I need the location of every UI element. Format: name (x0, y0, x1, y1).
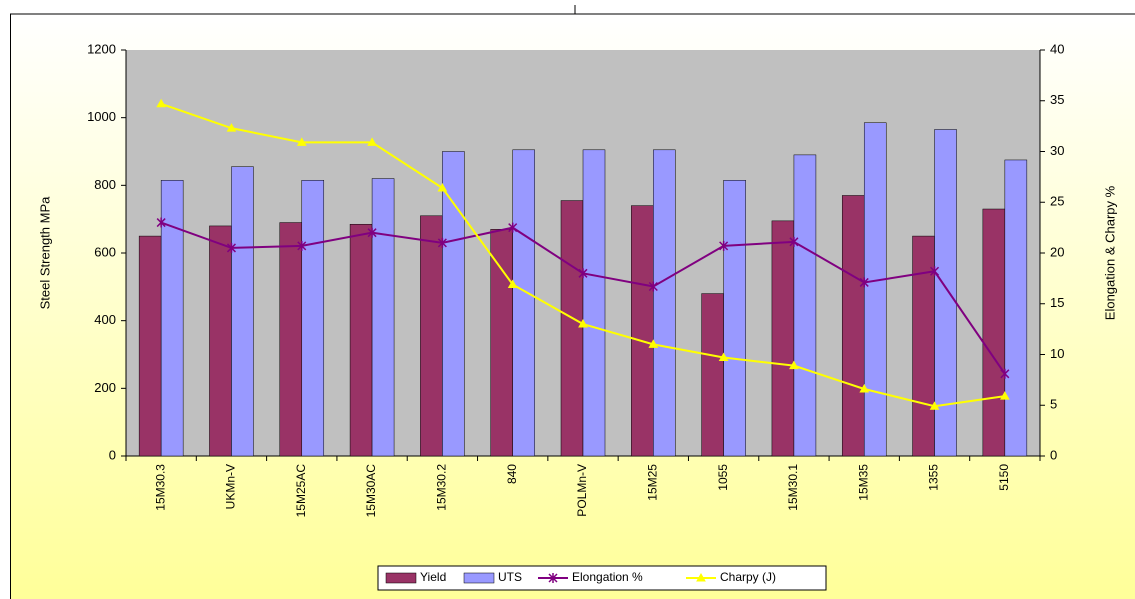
y-tick-label: 800 (94, 177, 116, 192)
x-tick-label: 15M30.2 (435, 464, 449, 511)
point (859, 277, 869, 288)
point (226, 123, 237, 132)
y-tick-label: 200 (94, 380, 116, 395)
point (367, 227, 377, 238)
x-tick-label: 15M35 (856, 464, 870, 501)
point (156, 217, 166, 228)
legend-swatch (385, 572, 417, 584)
legend-label: UTS (498, 570, 522, 584)
x-tick-label: 15M30.1 (786, 464, 800, 511)
point (508, 222, 518, 233)
x-tick-label: UKMn-V (224, 464, 238, 509)
x-tick-label: 15M30.3 (153, 464, 167, 511)
bar (982, 208, 1006, 457)
bar (701, 293, 724, 457)
point (930, 266, 940, 277)
y2-tick-label: 30 (1050, 143, 1064, 158)
bar (723, 180, 746, 457)
bar (301, 180, 325, 457)
x-tick-label: 15M25AC (294, 464, 308, 518)
bar (863, 122, 887, 457)
legend-swatch (463, 572, 495, 584)
bar (841, 195, 865, 457)
point (789, 236, 799, 247)
bar (371, 178, 395, 457)
bar (490, 229, 513, 457)
bar (771, 220, 795, 457)
point (297, 240, 307, 251)
legend-label: Charpy (J) (720, 570, 776, 584)
point (789, 360, 799, 370)
y2-tick-label: 20 (1050, 244, 1064, 259)
y-tick-label: 400 (94, 312, 116, 327)
y-tick-label: 600 (94, 244, 116, 259)
bar (512, 149, 535, 457)
bar (793, 154, 817, 457)
bar (279, 222, 303, 457)
bar (209, 225, 232, 457)
legend (377, 565, 827, 591)
bar (138, 235, 162, 457)
bar (653, 149, 676, 457)
point (578, 319, 588, 328)
y-axis-title: Steel Strength MPa (37, 196, 52, 309)
y2-tick-label: 15 (1050, 295, 1064, 310)
bar (934, 129, 957, 457)
y-tick-label: 0 (109, 447, 116, 462)
bar (442, 151, 465, 457)
point (226, 242, 236, 253)
bar (1004, 159, 1028, 457)
y2-tick-label: 35 (1050, 92, 1064, 107)
point (859, 384, 870, 393)
legend-label: Yield (420, 570, 446, 584)
point (156, 98, 167, 108)
y2-tick-label: 5 (1050, 397, 1057, 412)
legend-marker (548, 573, 558, 583)
point (648, 339, 659, 348)
point (437, 237, 447, 248)
point (999, 391, 1010, 400)
legend-label: Elongation % (572, 570, 643, 584)
x-tick-label: 1355 (927, 464, 941, 491)
bar (160, 180, 184, 457)
point (296, 137, 307, 146)
point (578, 268, 588, 279)
y2-tick-label: 40 (1050, 41, 1064, 56)
x-tick-label: 15M30AC (364, 464, 378, 518)
bar (582, 149, 606, 457)
y-tick-label: 1200 (87, 41, 116, 56)
legend-marker (696, 572, 706, 582)
bar (420, 215, 443, 457)
point (719, 240, 729, 251)
point (507, 279, 518, 288)
point (1000, 368, 1010, 379)
point (437, 183, 448, 192)
y2-tick-label: 25 (1050, 194, 1064, 209)
bar (231, 166, 254, 457)
y2-axis-title: Elongation & Charpy % (1102, 185, 1117, 320)
x-tick-label: 1055 (716, 464, 730, 491)
point (929, 401, 940, 410)
bar (560, 200, 584, 457)
x-tick-label: 5150 (997, 464, 1011, 491)
x-tick-label: 840 (505, 464, 519, 484)
y2-tick-label: 0 (1050, 447, 1057, 462)
point (648, 281, 658, 292)
point (367, 137, 377, 146)
bar (349, 223, 373, 457)
x-tick-label: 15M25 (645, 464, 659, 501)
x-tick-label: POLMn-V (575, 464, 589, 517)
bar (631, 205, 654, 457)
bar (912, 235, 935, 457)
point (718, 352, 729, 362)
y2-tick-label: 10 (1050, 346, 1064, 361)
y-tick-label: 1000 (87, 109, 116, 124)
